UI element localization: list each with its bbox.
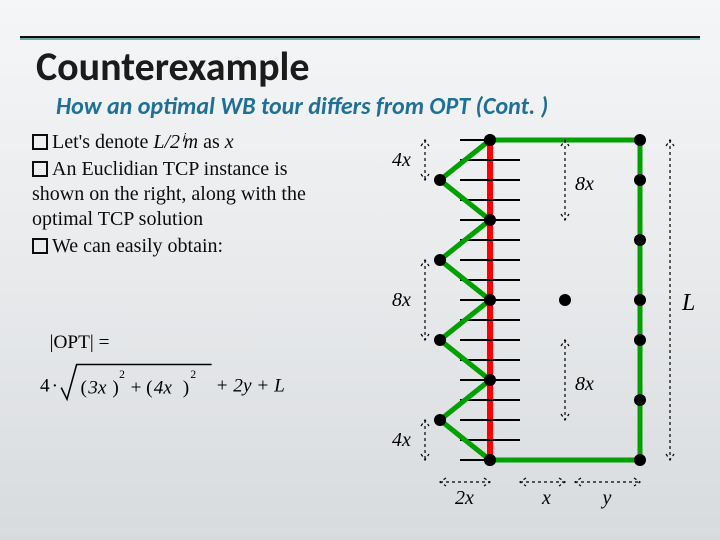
page-subtitle: How an optimal WB tour differs from OPT … xyxy=(56,92,548,121)
graph-node xyxy=(484,454,496,466)
diagram: 4x 8x 4x 8x 8x L 2x x y xyxy=(340,125,710,520)
graph-node xyxy=(434,174,446,186)
formula-coef: 4 xyxy=(40,375,50,396)
graph-node xyxy=(434,254,446,266)
graph-node xyxy=(634,234,646,246)
bullet-1: Let's denote L/2ⁱm as x xyxy=(32,130,322,155)
paren-open-1: ( xyxy=(81,377,87,398)
graph-node xyxy=(484,294,496,306)
graph-node xyxy=(634,334,646,346)
label-4x-bot: 4x xyxy=(392,429,411,451)
b1-mid: as xyxy=(198,131,225,153)
b1-pre: Let's denote xyxy=(52,131,153,153)
label-L: L xyxy=(681,290,695,316)
formula-lhs: |OPT| = xyxy=(50,332,110,353)
graph-node xyxy=(634,294,646,306)
label-8x-botright: 8x xyxy=(575,373,594,395)
b2-text: An Euclidian TCP instance is shown on th… xyxy=(32,158,306,230)
bullet-box-icon xyxy=(32,134,48,150)
b3-text: We can easily obtain: xyxy=(52,235,223,257)
paren-open-2: ( xyxy=(146,377,152,398)
b1-math: L/2ⁱm xyxy=(153,131,198,153)
graph-node xyxy=(634,394,646,406)
graph-node xyxy=(634,134,646,146)
paren-close-1: ) xyxy=(112,377,118,398)
formula-svg: |OPT| = 4 · ( 3x ) 2 + ( 4x ) 2 + 2y + L xyxy=(40,324,310,411)
graph-node xyxy=(484,214,496,226)
graph-node xyxy=(434,414,446,426)
sq-1: 2 xyxy=(119,368,125,381)
label-4x-top: 4x xyxy=(392,149,411,171)
graph-node xyxy=(484,134,496,146)
label-x: x xyxy=(541,487,551,509)
graph-node xyxy=(634,454,646,466)
bullet-box-icon xyxy=(32,161,48,177)
graph-node xyxy=(434,334,446,346)
rule-bottom xyxy=(20,38,700,40)
b1-x: x xyxy=(225,131,234,153)
bullet-box-icon xyxy=(32,238,48,254)
formula-tail: + 2y + L xyxy=(215,375,284,396)
bullet-3: We can easily obtain: xyxy=(32,234,322,259)
label-8x-topright: 8x xyxy=(575,173,594,195)
graph-node xyxy=(634,174,646,186)
graph-node xyxy=(559,294,571,306)
paren-close-2: ) xyxy=(183,377,189,398)
formula-dot: · xyxy=(52,375,58,396)
formula-a: 3x xyxy=(87,377,107,398)
label-8x-left: 8x xyxy=(392,289,411,311)
plus-1: + xyxy=(131,377,142,398)
sq-2: 2 xyxy=(190,368,196,381)
graph-node xyxy=(484,374,496,386)
bullet-2: An Euclidian TCP instance is shown on th… xyxy=(32,157,322,232)
body-text: Let's denote L/2ⁱm as x An Euclidian TCP… xyxy=(32,130,322,261)
formula: |OPT| = 4 · ( 3x ) 2 + ( 4x ) 2 + 2y + L xyxy=(40,324,310,416)
label-y: y xyxy=(601,487,612,509)
label-2x: 2x xyxy=(455,487,474,509)
page-title: Counterexample xyxy=(36,42,310,91)
formula-b: 4x xyxy=(154,377,173,398)
diagram-svg: 4x 8x 4x 8x 8x L 2x x y xyxy=(340,125,710,520)
